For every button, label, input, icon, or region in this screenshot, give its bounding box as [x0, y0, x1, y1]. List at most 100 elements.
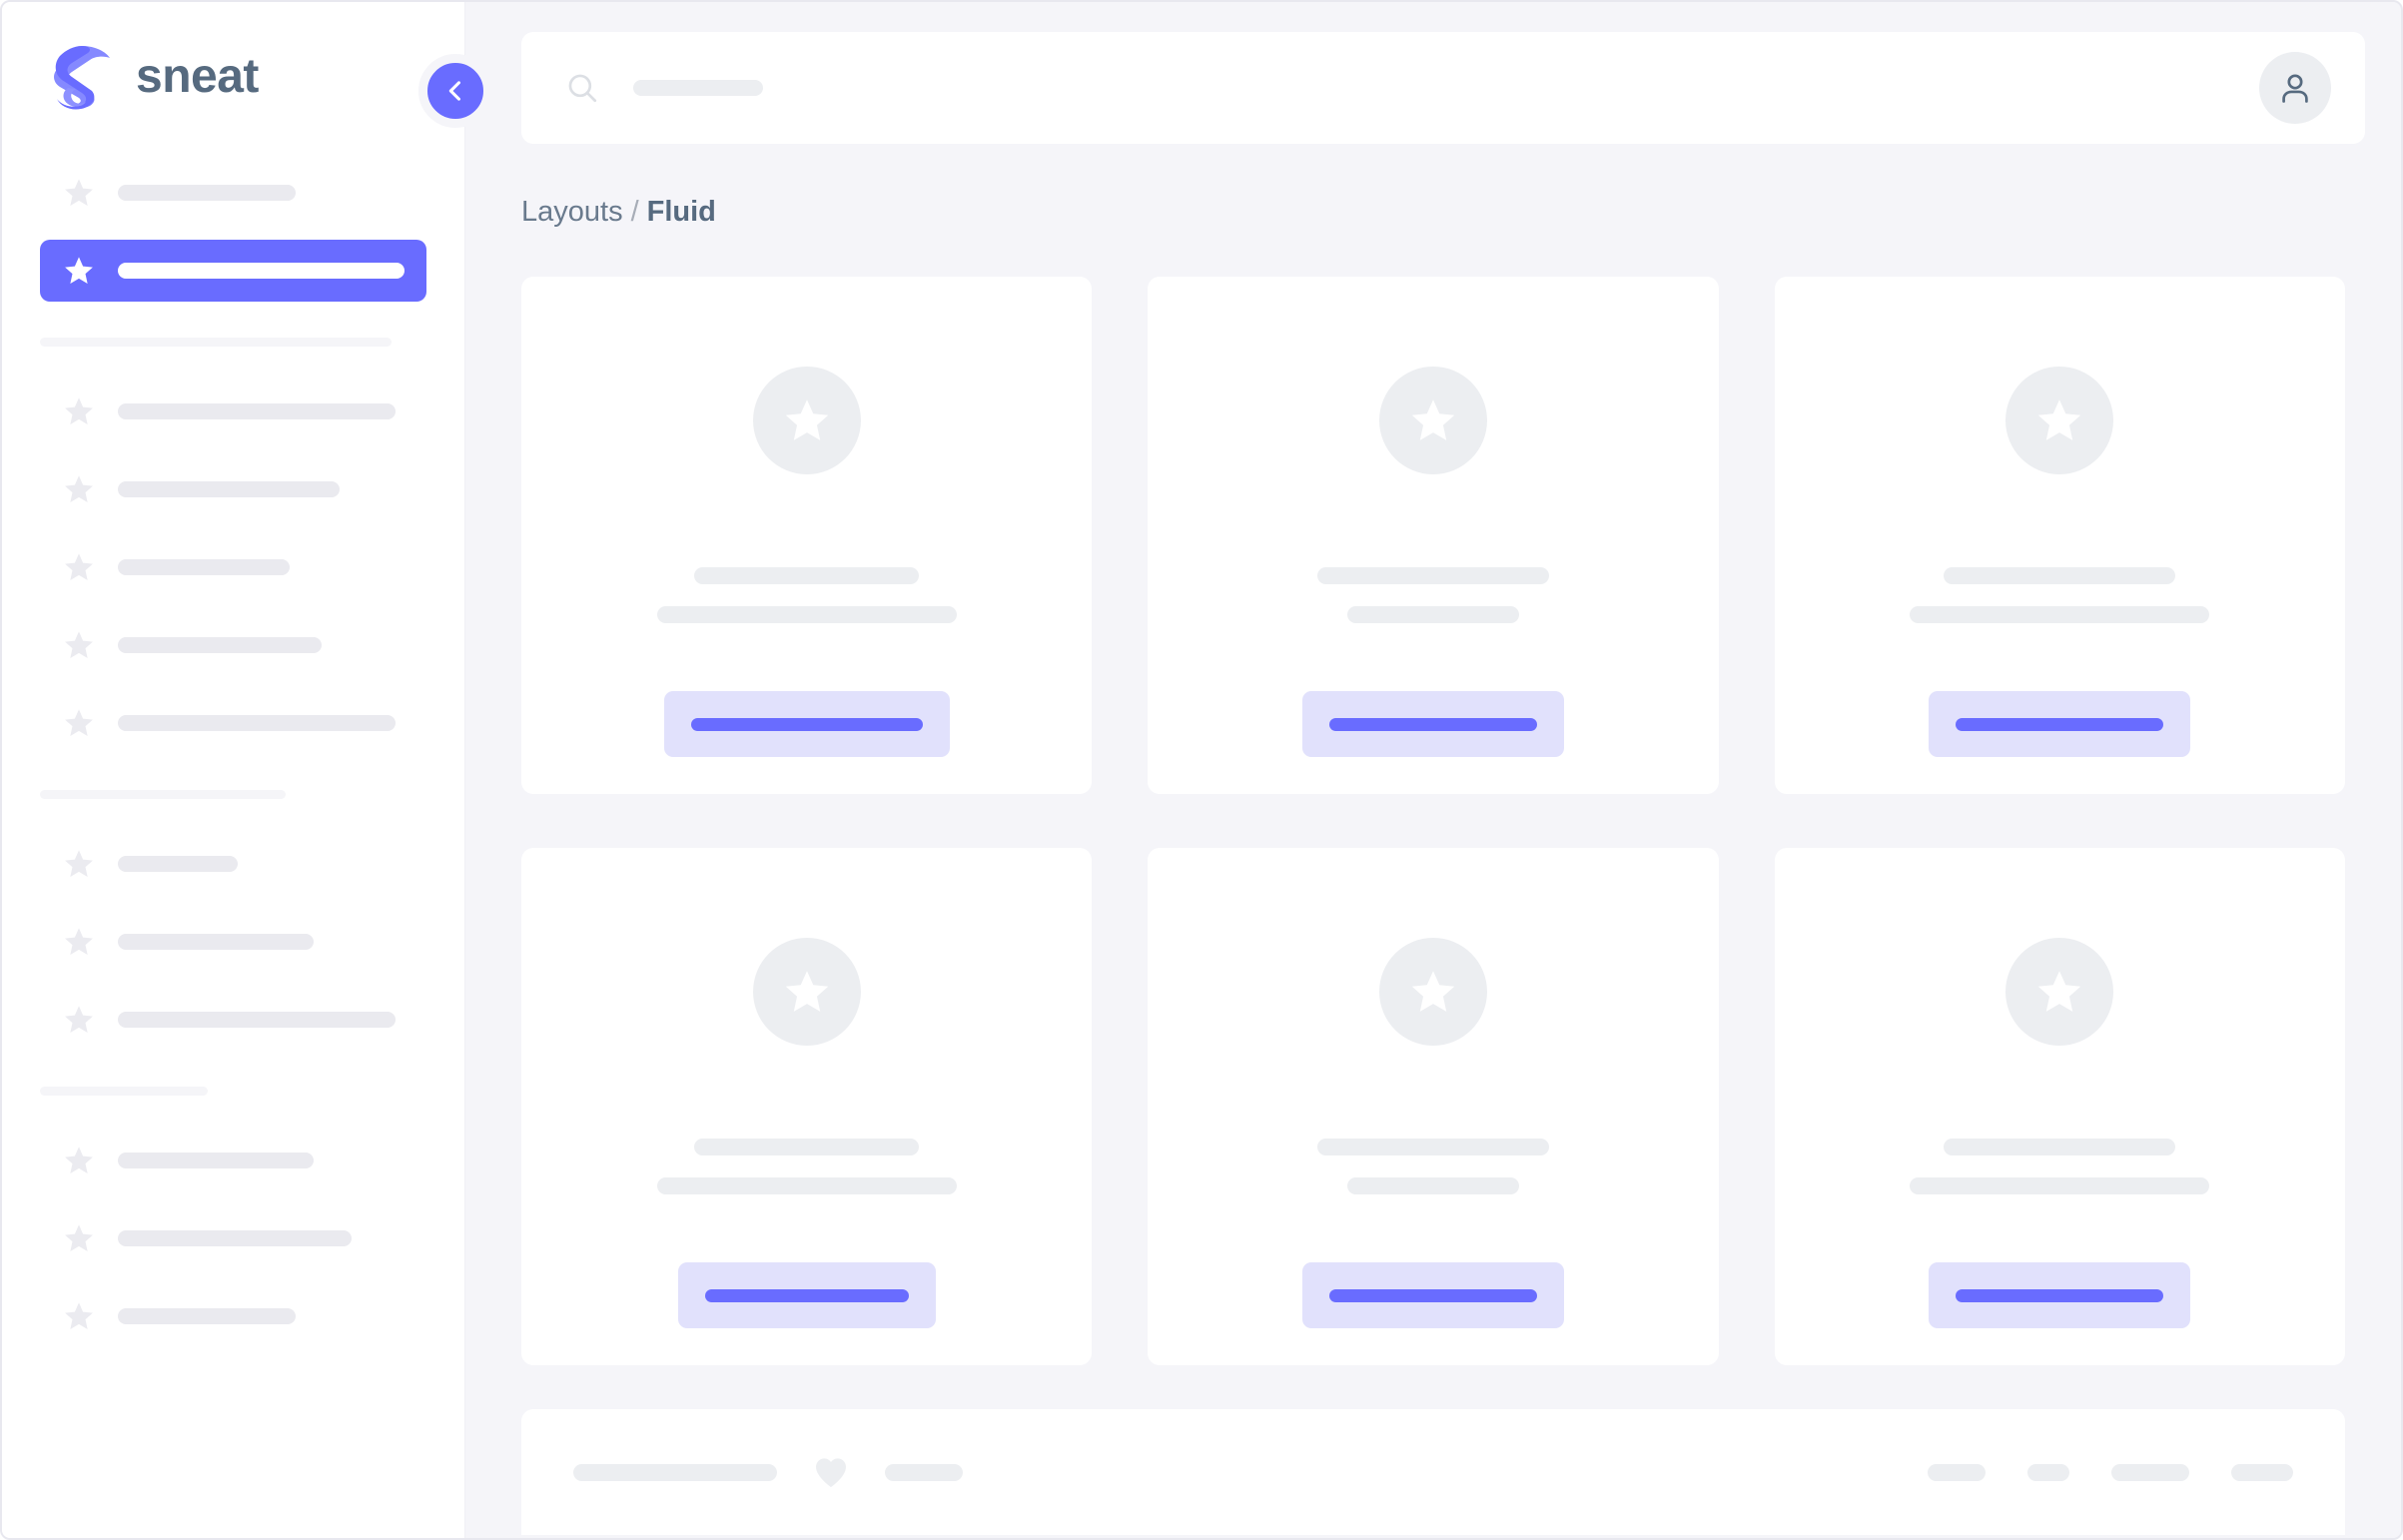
card-action-button[interactable] — [1929, 691, 2191, 757]
card-title-skeleton — [694, 567, 920, 584]
star-icon — [62, 628, 96, 662]
sidebar-item-active[interactable] — [40, 240, 426, 302]
sidebar-item[interactable] — [40, 1207, 426, 1269]
card-avatar — [752, 367, 861, 474]
content-card — [1148, 848, 1719, 1365]
content-card — [1774, 848, 2345, 1365]
card-subtitle-skeleton — [1346, 606, 1519, 623]
sidebar-group-divider — [40, 790, 286, 799]
footer-left — [573, 1452, 963, 1492]
card-subtitle-skeleton — [656, 1177, 957, 1194]
card-title-skeleton — [1316, 567, 1549, 584]
sidebar-item-label-skeleton — [118, 1308, 296, 1324]
card-title-skeleton — [1944, 1139, 2176, 1155]
card-action-button[interactable] — [1301, 691, 1564, 757]
footer-link-skeleton[interactable] — [1928, 1463, 1986, 1481]
footer-links — [1928, 1463, 2293, 1481]
star-icon — [1407, 966, 1459, 1018]
star-icon — [62, 472, 96, 506]
sidebar: sneat — [2, 2, 492, 1538]
sidebar-item-label-skeleton — [118, 1230, 352, 1246]
sidebar-item[interactable] — [40, 989, 426, 1051]
sidebar-item-label-skeleton — [118, 403, 396, 419]
breadcrumb-separator: / — [630, 196, 639, 228]
card-subtitle-skeleton — [1910, 606, 2210, 623]
card-title-skeleton — [1944, 567, 2176, 584]
search-icon — [565, 71, 599, 105]
sidebar-item-label-skeleton — [118, 637, 322, 653]
content-card — [521, 848, 1093, 1365]
star-icon — [781, 966, 833, 1018]
heart-icon — [811, 1452, 851, 1492]
footer-link-skeleton[interactable] — [2111, 1463, 2189, 1481]
card-action-button[interactable] — [1301, 1262, 1564, 1328]
sidebar-item-label-skeleton — [118, 559, 290, 575]
sidebar-item[interactable] — [40, 692, 426, 754]
sidebar-group-divider — [40, 338, 392, 347]
sidebar-item[interactable] — [40, 458, 426, 520]
footer-text-skeleton — [573, 1463, 777, 1481]
card-subtitle-skeleton — [1910, 1177, 2210, 1194]
card-action-button-label-skeleton — [690, 717, 923, 731]
sidebar-item[interactable] — [40, 1130, 426, 1191]
sidebar-item-label-skeleton — [118, 481, 340, 497]
card-action-button-label-skeleton — [1956, 717, 2164, 731]
brand-name: sneat — [136, 50, 259, 103]
card-action-button-label-skeleton — [704, 1288, 909, 1302]
card-subtitle-skeleton — [1346, 1177, 1519, 1194]
star-icon — [781, 394, 833, 446]
top-navbar — [521, 32, 2365, 144]
user-icon — [2276, 69, 2314, 107]
card-avatar — [752, 938, 861, 1046]
content-card — [1148, 277, 1719, 794]
sneat-s-logo-icon — [52, 44, 114, 110]
star-icon — [62, 394, 96, 428]
sidebar-item-label-skeleton — [118, 1153, 314, 1168]
footer-link-skeleton[interactable] — [2231, 1463, 2293, 1481]
card-action-button[interactable] — [663, 691, 950, 757]
card-avatar — [1378, 938, 1487, 1046]
sidebar-item[interactable] — [40, 614, 426, 676]
search-input-placeholder[interactable] — [633, 80, 763, 96]
star-icon — [62, 706, 96, 740]
card-avatar — [2005, 367, 2114, 474]
card-avatar — [2005, 938, 2114, 1046]
sidebar-item-label-skeleton — [118, 934, 314, 950]
star-icon — [62, 1003, 96, 1037]
star-icon — [62, 847, 96, 881]
card-avatar — [1378, 367, 1487, 474]
content-card — [521, 277, 1093, 794]
chevron-left-icon — [441, 77, 469, 105]
breadcrumb: Layouts / Fluid — [521, 198, 2401, 227]
star-icon — [1407, 394, 1459, 446]
sidebar-item[interactable] — [40, 833, 426, 895]
card-action-button[interactable] — [1929, 1262, 2191, 1328]
breadcrumb-current: Fluid — [646, 196, 716, 228]
sidebar-item[interactable] — [40, 536, 426, 598]
sidebar-item-label-skeleton — [118, 1012, 396, 1028]
breadcrumb-parent[interactable]: Layouts — [521, 196, 623, 228]
avatar[interactable] — [2259, 52, 2331, 124]
card-action-button[interactable] — [677, 1262, 936, 1328]
star-icon — [62, 1144, 96, 1177]
star-icon — [2033, 966, 2085, 1018]
search-box[interactable] — [565, 71, 2259, 105]
sidebar-menu — [40, 152, 426, 1347]
card-grid — [521, 277, 2345, 1365]
card-action-button-label-skeleton — [1328, 717, 1537, 731]
sidebar-collapse-toggle[interactable] — [418, 54, 492, 128]
footer-text-skeleton-2 — [885, 1463, 963, 1481]
sidebar-item-label-skeleton — [118, 715, 396, 731]
star-icon — [62, 1221, 96, 1255]
brand[interactable]: sneat — [40, 2, 426, 152]
sidebar-item[interactable] — [40, 381, 426, 442]
card-action-button-label-skeleton — [1328, 1288, 1537, 1302]
sidebar-item[interactable] — [40, 1285, 426, 1347]
sidebar-item[interactable] — [40, 162, 426, 224]
star-icon — [2033, 394, 2085, 446]
sidebar-item[interactable] — [40, 911, 426, 973]
sidebar-group-divider — [40, 1087, 208, 1096]
footer-link-skeleton[interactable] — [2027, 1463, 2069, 1481]
card-title-skeleton — [1316, 1139, 1549, 1155]
